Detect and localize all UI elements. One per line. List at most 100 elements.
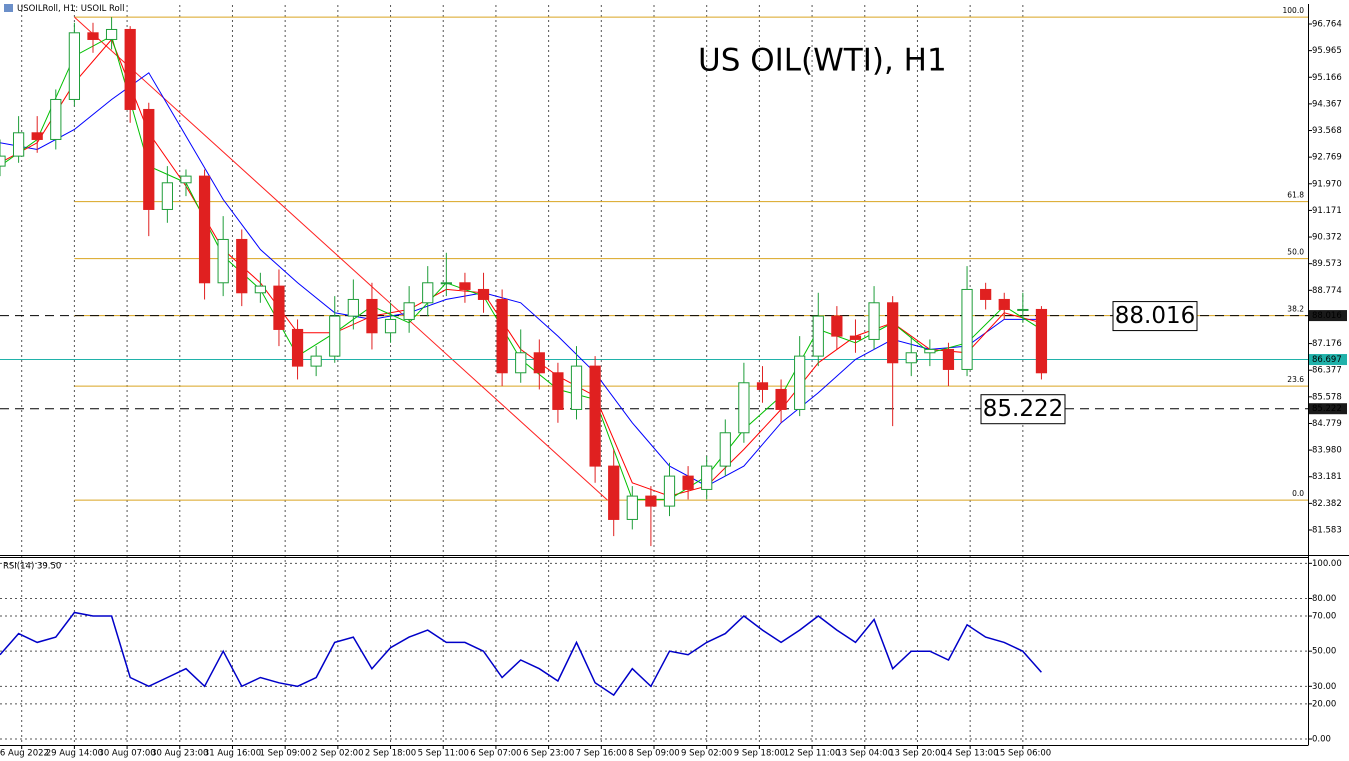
candle-body: [180, 175, 192, 184]
y-tick-label: 30.00: [1312, 682, 1336, 692]
candle-body: [887, 302, 899, 364]
candle-body: [794, 355, 806, 410]
candle-body: [998, 298, 1010, 310]
y-tick-label: 84.779: [1312, 419, 1342, 429]
x-tick-label: 13 Sep 20:00: [889, 749, 946, 759]
fib-label: 0.0: [1292, 489, 1304, 498]
candle-body: [329, 315, 341, 357]
x-tick-label: 29 Aug 14:00: [46, 749, 103, 759]
candle-body: [198, 175, 211, 284]
candle-body: [849, 335, 862, 340]
x-tick-label: 8 Sep 09:00: [628, 749, 679, 759]
candle-body: [217, 238, 229, 284]
chart-title: US OIL(WTI), H1: [698, 43, 947, 79]
candle-body: [515, 352, 527, 374]
candle-body: [812, 315, 824, 357]
x-tick-label: 5 Sep 11:00: [418, 749, 469, 759]
x-tick-label: 31 Aug 16:00: [204, 749, 261, 759]
candle-body: [310, 355, 322, 367]
candle-body: [626, 495, 638, 520]
candle-body: [50, 98, 62, 140]
level-badge-label: 85.222: [1312, 404, 1342, 414]
x-tick-label: 9 Sep 02:00: [681, 749, 732, 759]
x-tick-label: 15 Sep 06:00: [994, 749, 1051, 759]
candle-body: [496, 298, 508, 374]
rsi-panel: [0, 611, 1042, 697]
y-tick-label: 96.764: [1312, 19, 1342, 29]
fib-label: 23.6: [1287, 375, 1304, 384]
x-tick-label: 9 Sep 18:00: [734, 749, 785, 759]
candle-body: [533, 352, 545, 374]
candle-body: [68, 32, 81, 100]
candle-body: [552, 372, 564, 410]
y-tick-label: 85.578: [1312, 392, 1342, 402]
y-tick-label: 83.181: [1312, 472, 1342, 482]
candle-body: [87, 32, 99, 40]
fib-label: 61.8: [1287, 191, 1304, 200]
y-tick-label: 93.568: [1312, 126, 1342, 136]
fib-label: 100.0: [1283, 6, 1305, 15]
candle-body: [589, 365, 601, 467]
candle-body: [570, 365, 583, 410]
candle-body: [459, 282, 471, 290]
candle-body: [422, 282, 434, 304]
y-tick-label: 95.166: [1312, 73, 1342, 83]
y-tick-label: 91.171: [1312, 206, 1342, 216]
candle-body: [645, 495, 657, 507]
candle-body: [347, 298, 359, 317]
candle-body: [477, 288, 490, 300]
x-tick-label: 2 Sep 02:00: [312, 749, 363, 759]
candle-body: [254, 285, 266, 294]
x-tick-label: 30 Aug 23:00: [151, 749, 208, 759]
candle-body: [924, 348, 936, 354]
level-badge: [1309, 403, 1347, 415]
y-tick-label: 82.382: [1312, 499, 1342, 509]
candle-body: [273, 285, 285, 330]
candle-body: [1035, 308, 1048, 374]
candle-body: [831, 315, 843, 337]
y-tick-label: 100.00: [1312, 559, 1342, 569]
x-tick-label: 30 Aug 07:00: [98, 749, 155, 759]
candle-body: [942, 348, 955, 370]
y-tick-label: 87.176: [1312, 339, 1342, 349]
candle-body: [291, 328, 304, 367]
candle-body: [1017, 308, 1029, 311]
candle-body: [403, 302, 415, 320]
y-tick-label: 94.367: [1312, 99, 1342, 109]
level-box: [980, 394, 1066, 425]
grid-layer: [0, 5, 1308, 745]
y-tick-label: 83.980: [1312, 446, 1342, 456]
price-panel: 100.0 61.8 50.0 38.2 23.6 0.0 88.016 85.222: [0, 6, 1308, 547]
x-tick-label: 13 Sep 04:00: [836, 749, 893, 759]
current-price-badge: [1309, 354, 1347, 366]
level-box-label: 85.222: [983, 396, 1063, 422]
x-tick-label: 6 Sep 23:00: [523, 749, 574, 759]
y-tick-label: 91.970: [1312, 179, 1342, 189]
candle-body: [384, 318, 397, 334]
candle-body: [663, 475, 676, 507]
candle-body: [905, 352, 917, 364]
level-badge-label: 88.016: [1312, 311, 1342, 321]
chart-subtitle: USOILRoll, H1: USOIL Roll: [17, 4, 124, 14]
rsi-line: [0, 611, 1042, 697]
candle-body: [701, 465, 713, 490]
fib-label: 38.2: [1287, 305, 1304, 314]
y-tick-label: 95.965: [1312, 46, 1342, 56]
candle-body: [775, 388, 787, 410]
y-tick-label: 92.769: [1312, 153, 1342, 163]
candle-body: [31, 132, 43, 140]
x-tick-label: 6 Sep 07:00: [470, 749, 521, 759]
chart-icon: [4, 4, 13, 12]
rsi-title: RSI(14) 39.50: [3, 562, 61, 572]
y-tick-label: 0.00: [1312, 735, 1331, 745]
candle-body: [868, 302, 880, 340]
x-tick-label: 26 Aug 2022: [0, 749, 49, 759]
candle-body: [12, 132, 25, 157]
y-tick-label: 20.00: [1312, 699, 1336, 709]
candle-body: [682, 475, 694, 490]
candle-body: [236, 238, 248, 294]
candle-body: [366, 298, 378, 334]
candle-body: [756, 382, 769, 390]
level-box: [1112, 301, 1198, 332]
